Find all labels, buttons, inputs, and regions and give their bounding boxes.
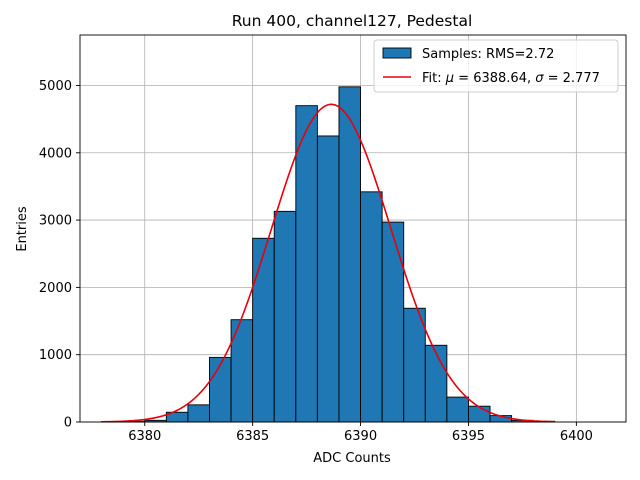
x-tick-label: 6400: [560, 429, 593, 444]
y-tick-label: 2000: [39, 281, 72, 296]
legend-sigma-value: = 2.777: [543, 71, 599, 86]
histogram-bar: [381, 221, 405, 423]
legend-mu-symbol: μ: [445, 71, 454, 86]
histogram-bar: [338, 86, 362, 423]
legend-samples-swatch: [382, 47, 412, 59]
y-tick-label: 3000: [39, 214, 72, 229]
histogram-bar: [360, 191, 383, 423]
x-axis-ticks: 6380 6385 6390 6395 6400: [128, 422, 593, 444]
fit-curve: [101, 103, 555, 423]
histogram-bar: [295, 105, 318, 423]
y-tick-label: 4000: [39, 146, 72, 161]
histogram-bar: [316, 135, 340, 423]
x-tick-label: 6385: [236, 429, 269, 444]
chart-title: Run 400, channel127, Pedestal: [232, 12, 473, 30]
plot-frame: [79, 34, 627, 423]
y-axis-ticks: 0 1000 2000 3000 4000 5000: [39, 79, 80, 431]
y-axis-label: Entries: [15, 206, 30, 252]
x-axis-label: ADC Counts: [313, 451, 391, 466]
histogram-bar: [252, 237, 275, 423]
histogram-bar: [209, 356, 232, 423]
legend-box: [373, 39, 619, 93]
y-tick-label: 0: [64, 416, 72, 431]
legend-samples-label: Samples: RMS=2.72: [422, 47, 554, 62]
legend-fit-prefix: Fit:: [422, 71, 446, 86]
histogram-bar: [273, 210, 297, 423]
histogram-bars: [101, 86, 556, 423]
x-tick-label: 6395: [452, 429, 485, 444]
legend-sigma-symbol: σ: [535, 71, 544, 86]
histogram-bar: [446, 396, 469, 423]
y-tick-label: 5000: [39, 79, 72, 94]
histogram-bar: [424, 344, 448, 423]
legend-fit-label: Fit: μ = 6388.64, σ = 2.777: [422, 71, 600, 86]
histogram-bar: [403, 307, 426, 423]
y-tick-label: 1000: [39, 348, 72, 363]
histogram-bar: [187, 404, 210, 423]
histogram-bar: [468, 405, 491, 423]
x-tick-label: 6380: [128, 429, 161, 444]
legend: Samples: RMS=2.72 Fit: μ = 6388.64, σ = …: [373, 39, 619, 93]
legend-mu-value: = 6388.64,: [454, 71, 535, 86]
x-tick-label: 6390: [344, 429, 377, 444]
